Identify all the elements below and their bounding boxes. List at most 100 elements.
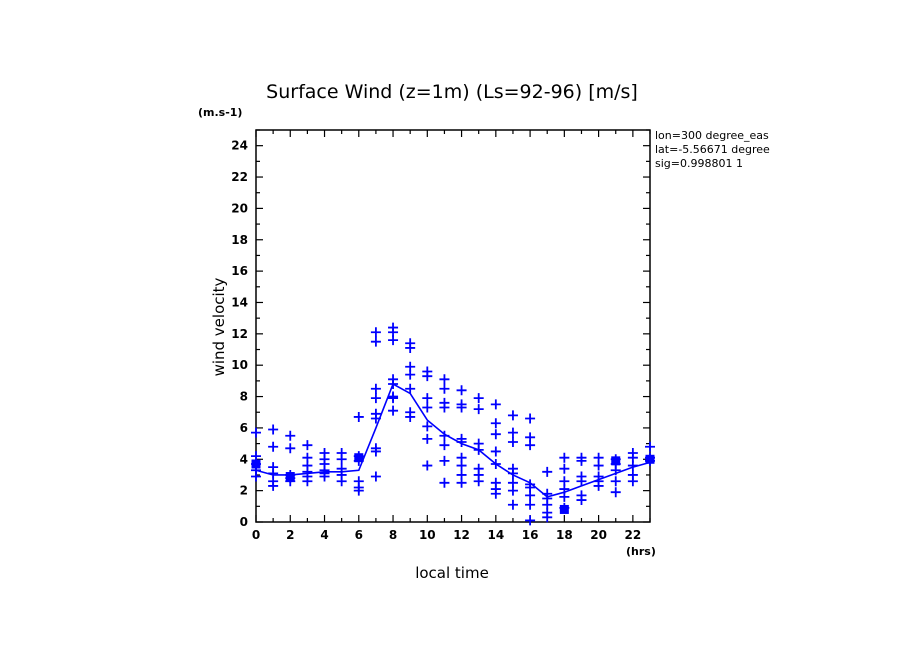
x-tick-label: 20 [590,528,607,542]
info-line-lat: lat=-5.56671 degree [655,143,770,156]
x-tick-label: 8 [389,528,397,542]
sample-point [559,491,570,502]
sample-point [473,393,484,404]
sample-point [388,393,399,404]
data-marks [251,322,655,526]
sample-point [439,402,450,413]
highlight-point [611,456,621,466]
sample-point [490,446,501,457]
sample-point [610,487,621,498]
sample-point [525,499,536,510]
sample-point [490,488,501,499]
sample-point [405,383,416,394]
sample-point [559,452,570,463]
x-tick-label: 18 [556,528,573,542]
sample-point [405,411,416,422]
sample-point [422,371,433,382]
sample-point [388,379,399,390]
sample-point [388,335,399,346]
info-line-lon: lon=300 degree_eas [655,129,769,142]
sample-point [268,480,279,491]
sample-point [405,342,416,353]
sample-point [610,465,621,476]
highlight-point [645,454,655,464]
sample-point [370,336,381,347]
y-tick-label: 16 [231,264,248,278]
sample-point [285,430,296,441]
y-tick-label: 14 [231,295,248,309]
sample-point [507,468,518,479]
sample-point [542,512,553,523]
y-tick-label: 6 [240,421,248,435]
x-axis-unit: (hrs) [626,545,656,558]
sample-point [439,383,450,394]
sample-point [490,429,501,440]
sample-point [336,476,347,487]
y-axis-unit: (m.s-1) [198,106,242,119]
y-tick-label: 20 [231,201,248,215]
mean-line [255,382,651,498]
sample-point [627,460,638,471]
sample-point [490,399,501,410]
sample-point [542,466,553,477]
y-tick-label: 8 [240,390,248,404]
info-box: lon=300 degree_eas lat=-5.56671 degree s… [655,129,770,170]
x-tick-label: 4 [320,528,328,542]
y-tick-label: 2 [240,484,248,498]
sample-point [525,413,536,424]
info-line-sig: sig=0.998801 1 [655,157,743,170]
sample-point [576,455,587,466]
sample-point [370,446,381,457]
x-tick-label: 14 [487,528,504,542]
chart-title: Surface Wind (z=1m) (Ls=92-96) [m/s] [266,81,638,103]
sample-point [507,427,518,438]
y-tick-label: 4 [240,452,248,466]
sample-point [422,402,433,413]
sample-point [439,430,450,441]
sample-point [593,480,604,491]
sample-point [439,455,450,466]
sample-point [456,477,467,488]
sample-point [525,515,536,526]
x-tick-label: 0 [252,528,260,542]
highlight-point [285,472,295,482]
sample-point [559,463,570,474]
sample-point [370,413,381,424]
x-tick-label: 12 [453,528,470,542]
y-tick-label: 0 [240,515,248,529]
sample-point [370,327,381,338]
sample-point [302,476,313,487]
sample-point [251,427,261,438]
sample-point [319,471,330,482]
sample-point [422,433,433,444]
sample-point [473,476,484,487]
y-axis-label: wind velocity [210,277,228,376]
sample-point [507,499,518,510]
highlight-point [354,453,364,463]
y-tick-label: 18 [231,233,248,247]
y-tick-label: 12 [231,327,248,341]
sample-point [490,418,501,429]
sample-point [507,410,518,421]
sample-point [525,440,536,451]
sample-point [610,476,621,487]
y-tick-label: 24 [231,139,248,153]
highlight-point [559,504,569,514]
sample-point [456,385,467,396]
sample-point [405,369,416,380]
sample-point [268,441,279,452]
x-tick-label: 2 [286,528,294,542]
sample-point [353,411,364,422]
plot-frame [255,129,651,523]
sample-point [439,477,450,488]
sample-point [576,495,587,506]
sample-point [422,393,433,404]
sample-point [645,441,655,452]
y-tick-label: 10 [231,358,248,372]
sample-point [507,437,518,448]
sample-point [302,440,313,451]
sample-point [370,471,381,482]
sample-point [251,471,261,482]
sample-point [490,458,501,469]
sample-point [422,421,433,432]
